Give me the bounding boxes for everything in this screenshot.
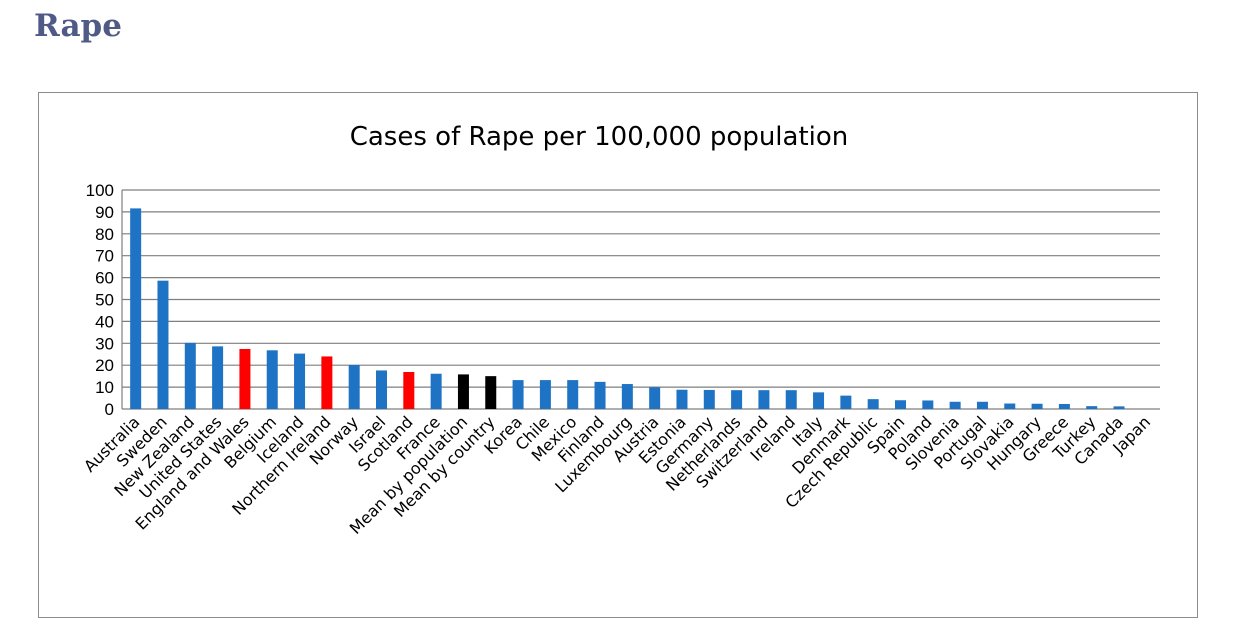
bar-czech-republic <box>867 399 879 409</box>
bar-luxembourg <box>621 384 633 409</box>
bar-switzerland <box>758 390 770 409</box>
y-tick-label: 10 <box>95 378 114 397</box>
y-tick-label: 20 <box>95 356 114 375</box>
bar-finland <box>594 381 606 409</box>
bar-northern-ireland <box>321 356 333 409</box>
bar-hungary <box>1031 403 1043 409</box>
y-tick-label: 70 <box>95 247 114 266</box>
bar-poland <box>922 400 934 409</box>
bar-iceland <box>294 353 306 409</box>
chart-title: Cases of Rape per 100,000 population <box>350 122 849 152</box>
page-heading: Rape <box>34 8 122 44</box>
bar-italy <box>813 392 825 409</box>
bar-norway <box>348 364 360 409</box>
bar-turkey <box>1086 406 1098 409</box>
y-tick-label: 60 <box>95 269 114 288</box>
y-tick-label: 80 <box>95 225 114 244</box>
bar-new-zealand <box>184 342 196 409</box>
bar-greece <box>1058 403 1070 409</box>
bar-israel <box>376 370 387 409</box>
bar-mexico <box>567 380 579 409</box>
bar-denmark <box>840 395 852 409</box>
bar-mean-by-population <box>457 374 469 409</box>
bar-ireland <box>785 390 797 409</box>
y-tick-label: 50 <box>95 291 114 310</box>
bar-estonia <box>676 389 688 409</box>
bar-austria <box>649 387 661 409</box>
bar-canada <box>1113 406 1125 409</box>
y-tick-label: 0 <box>105 400 114 419</box>
bar-scotland <box>403 371 415 409</box>
bar-france <box>430 373 442 409</box>
y-tick-label: 100 <box>86 181 114 200</box>
bar-chile <box>539 380 551 409</box>
y-tick-label: 90 <box>95 203 114 222</box>
bar-netherlands <box>731 390 743 409</box>
bar-germany <box>703 389 715 409</box>
y-tick-label: 40 <box>95 312 114 331</box>
bar-england-and-wales <box>239 348 251 409</box>
bar-australia <box>130 208 142 409</box>
y-tick-label: 30 <box>95 334 114 353</box>
chart-frame: Cases of Rape per 100,000 population 0 10… <box>38 92 1198 618</box>
bar-slovakia <box>1004 403 1016 409</box>
bar-spain <box>895 400 906 409</box>
bar-chart: Cases of Rape per 100,000 population 0 10… <box>80 122 1160 538</box>
bar-sweden <box>157 280 169 409</box>
bar-belgium <box>266 350 278 409</box>
bar-portugal <box>976 401 988 409</box>
bar-united-states <box>212 346 224 409</box>
bar-korea <box>512 380 524 409</box>
bar-slovenia <box>949 401 961 409</box>
bar-mean-by-country <box>485 376 497 409</box>
